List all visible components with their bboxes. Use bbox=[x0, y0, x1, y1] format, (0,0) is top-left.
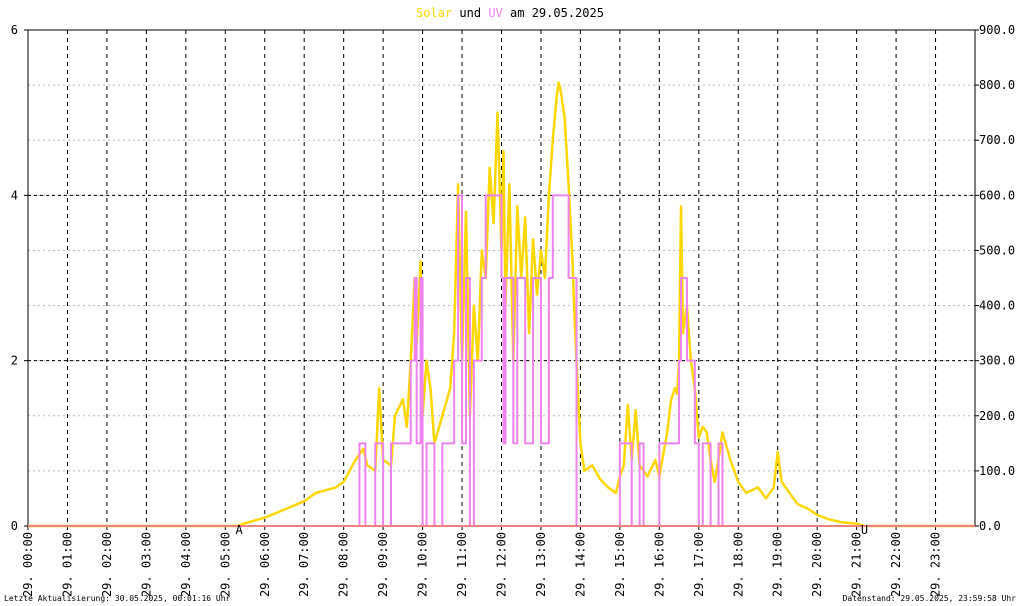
y2-tick-label: 800.0 bbox=[979, 78, 1015, 92]
x-tick-label: 29. 11:00 bbox=[455, 532, 469, 597]
annotation: A bbox=[235, 523, 243, 537]
x-tick-label: 29. 22:00 bbox=[889, 532, 903, 597]
title-uv: UV bbox=[488, 6, 502, 20]
x-tick-label: 29. 13:00 bbox=[534, 532, 548, 597]
title-solar: Solar bbox=[416, 6, 452, 20]
x-tick-label: 29. 06:00 bbox=[258, 532, 272, 597]
x-tick-label: 29. 03:00 bbox=[139, 532, 153, 597]
x-tick-label: 29. 01:00 bbox=[60, 532, 74, 597]
series-line bbox=[28, 194, 975, 527]
x-tick-label: 29. 10:00 bbox=[416, 532, 430, 597]
chart-title: Solar und UV am 29.05.2025 bbox=[416, 6, 604, 20]
x-tick-label: 29. 07:00 bbox=[297, 532, 311, 597]
y2-tick-label: 900.0 bbox=[979, 23, 1015, 37]
x-tick-label: 29. 00:00 bbox=[21, 532, 35, 597]
x-tick-label: 29. 04:00 bbox=[179, 532, 193, 597]
title-connector: und bbox=[459, 6, 481, 20]
x-tick-label: 29. 21:00 bbox=[850, 532, 864, 597]
x-tick-label: 29. 14:00 bbox=[573, 532, 587, 597]
y2-tick-label: 700.0 bbox=[979, 133, 1015, 147]
x-tick-label: 29. 05:00 bbox=[218, 532, 232, 597]
x-tick-label: 29. 16:00 bbox=[652, 532, 666, 597]
x-tick-label: 29. 18:00 bbox=[731, 532, 745, 597]
x-tick-label: 29. 20:00 bbox=[810, 532, 824, 597]
x-tick-label: 29. 23:00 bbox=[929, 532, 943, 597]
x-tick-label: 29. 17:00 bbox=[692, 532, 706, 597]
y2-tick-label: 200.0 bbox=[979, 409, 1015, 423]
x-tick-label: 29. 15:00 bbox=[613, 532, 627, 597]
x-tick-label: 29. 02:00 bbox=[100, 532, 114, 597]
y-tick-label: 0 bbox=[11, 519, 18, 533]
x-tick-label: 29. 12:00 bbox=[495, 532, 509, 597]
y2-tick-label: 0.0 bbox=[979, 519, 1001, 533]
y-tick-label: 6 bbox=[11, 23, 18, 37]
x-tick-label: 29. 19:00 bbox=[771, 532, 785, 597]
y2-tick-label: 600.0 bbox=[979, 188, 1015, 202]
y2-tick-label: 100.0 bbox=[979, 464, 1015, 478]
y2-tick-label: 500.0 bbox=[979, 243, 1015, 257]
y2-tick-label: 300.0 bbox=[979, 354, 1015, 368]
x-tick-label: 29. 09:00 bbox=[376, 532, 390, 597]
series-line bbox=[28, 81, 975, 528]
footer-right: Datenstand: 29.05.2025, 23:59:58 Uhr bbox=[843, 594, 1017, 603]
x-tick-label: 29. 08:00 bbox=[337, 532, 351, 597]
footer-left: Letzte Aktualisierung: 30.05.2025, 00:01… bbox=[4, 594, 231, 603]
y-tick-label: 4 bbox=[11, 188, 18, 202]
annotation: U bbox=[861, 523, 868, 537]
title-date: am 29.05.2025 bbox=[510, 6, 604, 20]
y-tick-label: 2 bbox=[11, 354, 18, 368]
y2-tick-label: 400.0 bbox=[979, 299, 1015, 313]
